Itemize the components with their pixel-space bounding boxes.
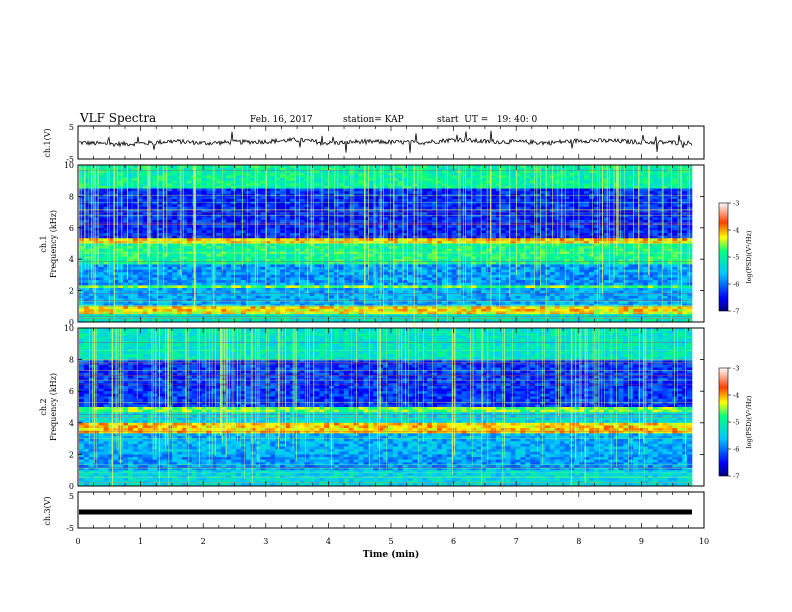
ch2-spectrogram-panel: 0 2 4 6 8 10 ch.2 Frequency (kHz) xyxy=(39,324,705,494)
ch1-waveform-panel: 5 -5 ch.1(V) xyxy=(43,123,705,164)
ch2-spectrogram-ytick-8: 8 xyxy=(69,356,74,365)
ch2-colorbar-tick--3: -3 xyxy=(733,365,739,373)
ch2-colorbar: -3 -4 -5 -6 -7 log(PSD)(V²/Hz) xyxy=(718,365,753,481)
ch1-colorbar-tick--5: -5 xyxy=(733,254,739,262)
ch1-spectrogram-ytick-10: 10 xyxy=(64,161,74,170)
x-tick-label-8: 8 xyxy=(576,537,581,546)
ch2-spectrogram-ylabel-channel: ch.2 xyxy=(39,398,48,415)
ch2-spectrogram-ytick-6: 6 xyxy=(69,387,74,396)
x-tick-label-0: 0 xyxy=(75,537,80,546)
ch3-ytick-5: 5 xyxy=(69,492,74,501)
ch1-spectrogram-ytick-6: 6 xyxy=(69,224,74,233)
ch2-spectrogram-ylabel-frequency: Frequency (kHz) xyxy=(49,373,58,441)
ch3-waveform-ylabel: ch.3(V) xyxy=(43,496,52,525)
x-axis-tick-labels: 0 1 2 3 4 5 6 7 8 9 10 xyxy=(75,537,709,546)
date-label: Feb. 16, 2017 xyxy=(250,115,313,125)
x-tick-label-5: 5 xyxy=(388,537,393,546)
ch2-colorbar-tick--4: -4 xyxy=(733,392,739,400)
ch1-spectrogram-ytick-0: 0 xyxy=(69,318,74,327)
x-tick-label-1: 1 xyxy=(138,537,143,546)
ch1-spectrogram-ytick-8: 8 xyxy=(69,192,74,201)
ch2-colorbar-tick--5: -5 xyxy=(733,419,739,427)
ch2-spectrogram-ytick-4: 4 xyxy=(69,419,74,428)
ch1-ytick-5: 5 xyxy=(69,123,74,132)
x-axis-label: Time (min) xyxy=(363,549,420,560)
chart-title: VLF Spectra xyxy=(79,111,156,125)
x-tick-label-6: 6 xyxy=(451,537,456,546)
start-time-label: start UT = 19: 40: 0 xyxy=(437,115,538,125)
x-tick-label-7: 7 xyxy=(514,537,519,546)
x-tick-label-9: 9 xyxy=(639,537,644,546)
ch1-spectrogram-panel: 0 2 4 6 8 10 ch.1 Frequency (kHz) xyxy=(39,161,705,334)
ch1-colorbar-tick--4: -4 xyxy=(733,227,739,235)
station-label: station= KAP xyxy=(343,115,404,125)
ch1-colorbar-tick--3: -3 xyxy=(733,200,739,208)
x-tick-label-3: 3 xyxy=(263,537,268,546)
ch2-spectrogram xyxy=(78,328,704,494)
ch2-colorbar-tick--7: -7 xyxy=(733,473,739,481)
ch2-colorbar-label: log(PSD)(V²/Hz) xyxy=(745,395,753,448)
x-tick-label-2: 2 xyxy=(201,537,206,546)
ch1-spectrogram-ylabel-frequency: Frequency (kHz) xyxy=(49,210,58,278)
ch1-spectrogram-ytick-4: 4 xyxy=(69,255,74,264)
ch1-spectrogram-ylabel-channel: ch.1 xyxy=(39,235,48,252)
x-axis-ticks xyxy=(77,126,705,528)
x-tick-label-10: 10 xyxy=(699,537,709,546)
ch1-colorbar-label: log(PSD)(V²/Hz) xyxy=(745,230,753,283)
ch2-spectrogram-ytick-10: 10 xyxy=(64,324,74,333)
ch1-ytick-m5: -5 xyxy=(66,155,74,164)
ch1-spectrogram-ytick-2: 2 xyxy=(69,287,74,296)
ch1-waveform-line xyxy=(78,130,693,153)
ch1-colorbar-tick--6: -6 xyxy=(733,281,739,289)
ch1-colorbar: -3 -4 -5 -6 -7 log(PSD)(V²/Hz) xyxy=(718,200,753,316)
ch1-waveform-ylabel: ch.1(V) xyxy=(43,128,52,157)
ch2-spectrogram-ytick-2: 2 xyxy=(69,450,74,459)
ch3-waveform-panel: 5 -5 ch.3(V) xyxy=(43,491,705,533)
ch1-spectrogram xyxy=(78,165,704,334)
x-tick-label-4: 4 xyxy=(326,537,331,546)
ch1-colorbar-tick--7: -7 xyxy=(733,308,739,316)
ch2-colorbar-tick--6: -6 xyxy=(733,446,739,454)
ch3-ytick-m5: -5 xyxy=(66,524,74,533)
ch2-spectrogram-ytick-0: 0 xyxy=(69,482,74,491)
